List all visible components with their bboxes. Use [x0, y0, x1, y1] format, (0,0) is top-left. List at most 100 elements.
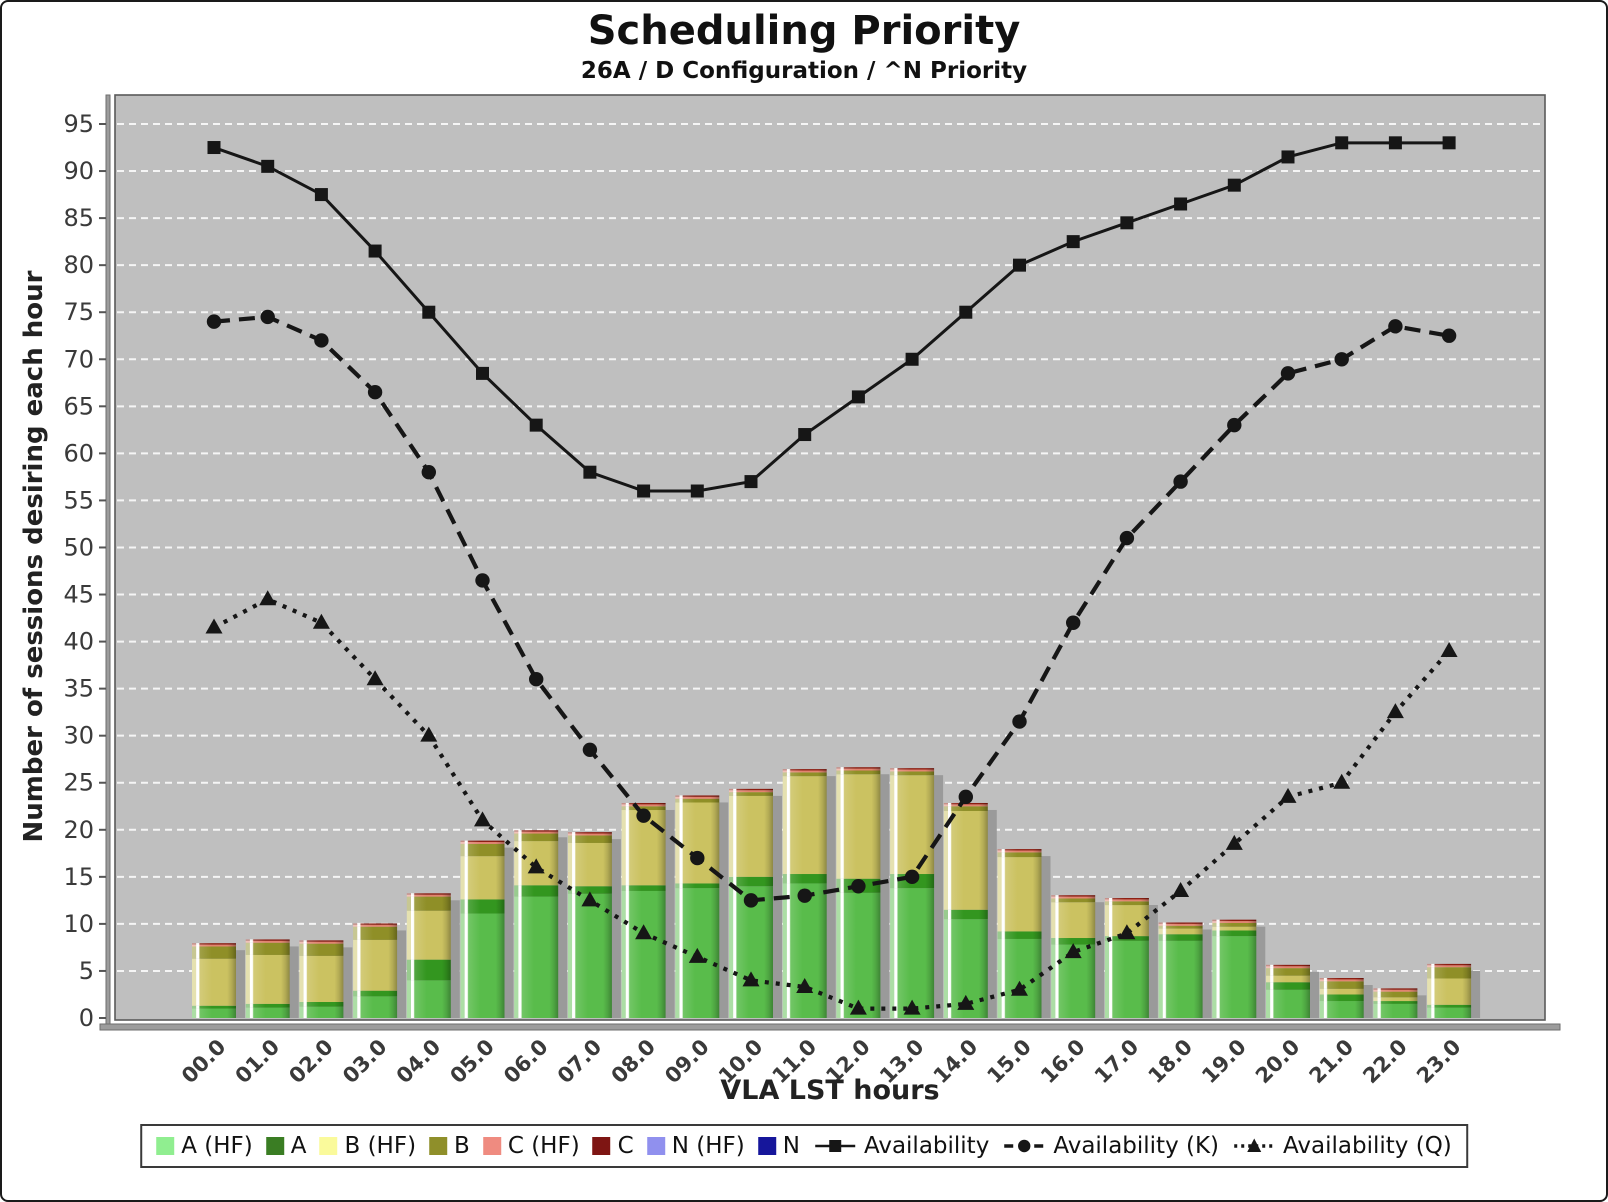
bar-segment-a	[1051, 938, 1096, 945]
bar-segment-c-hf	[1427, 965, 1472, 968]
svg-text:01.0: 01.0	[231, 1035, 285, 1089]
bar-segment-c	[1104, 898, 1149, 900]
bar-segment-a-hf	[1212, 936, 1257, 1018]
bar-segment-a-hf	[1266, 989, 1310, 1018]
bar-segment-a	[997, 931, 1042, 939]
legend-label: B (HF)	[344, 1133, 417, 1159]
bar-segment-a-hf	[1427, 1007, 1472, 1018]
svg-text:35: 35	[63, 675, 94, 703]
bar-segment-b	[514, 833, 559, 842]
legend-swatch-c-hf-icon	[482, 1137, 501, 1155]
bar-segment-a	[729, 876, 773, 887]
legend-label: C	[617, 1133, 634, 1159]
bar-segment-b-hf	[1266, 975, 1310, 983]
bar-hour-19.0	[1212, 919, 1257, 1018]
svg-text:60: 60	[63, 439, 94, 467]
bar-segment-b	[1051, 898, 1096, 903]
svg-text:70: 70	[63, 345, 94, 373]
bar-segment-b	[353, 926, 398, 940]
bar-hour-08.0	[621, 802, 666, 1018]
bar-segment-b	[675, 798, 720, 803]
svg-text:10: 10	[63, 910, 94, 938]
legend-item-availability-q: Availability (Q)	[1232, 1133, 1452, 1159]
y-axis-labels: 0 5 10 15 20 25 30 35 40 45 50 55 60 65 70 75 80 85 90 95	[63, 110, 106, 1032]
bar-segment-a-hf	[1158, 940, 1203, 1018]
svg-text:21.0: 21.0	[1305, 1035, 1359, 1089]
legend-swatch-b-icon	[429, 1137, 448, 1155]
bar-segment-c	[406, 893, 451, 895]
series-availability-k	[206, 309, 1457, 908]
bar-hour-14.0	[943, 802, 988, 1018]
bar-segment-c	[1212, 919, 1257, 922]
bar-segment-b-hf	[299, 955, 344, 1003]
legend-label: Availability (Q)	[1283, 1133, 1452, 1159]
svg-text:05.0: 05.0	[445, 1035, 499, 1089]
bar-segment-a	[1427, 1004, 1472, 1008]
legend-item-b: B	[429, 1133, 470, 1159]
bar-segment-b	[460, 843, 505, 857]
bar-hour-15.0	[997, 849, 1042, 1018]
bar-segment-a	[1158, 934, 1203, 941]
svg-text:40: 40	[63, 628, 94, 656]
bar-hour-00.0	[192, 943, 236, 1018]
bar-segment-c-hf	[890, 769, 935, 772]
svg-text:02.0: 02.0	[284, 1035, 338, 1089]
svg-text:80: 80	[63, 251, 94, 279]
bar-segment-c-hf	[567, 833, 612, 836]
svg-text:0: 0	[79, 1004, 94, 1032]
bar-segment-a-hf	[245, 1007, 290, 1018]
legend-label: C (HF)	[507, 1133, 580, 1159]
bar-segment-b	[729, 792, 773, 796]
bar-segment-c-hf	[245, 940, 290, 943]
bar-segment-a-hf	[299, 1006, 344, 1018]
bar-segment-b-hf	[1158, 928, 1203, 935]
bar-segment-c-hf	[943, 804, 988, 807]
bar-segment-a	[299, 1002, 344, 1007]
svg-text:00.0: 00.0	[177, 1035, 231, 1089]
bar-segment-c	[1373, 988, 1418, 990]
svg-text:75: 75	[63, 298, 94, 326]
bar-segment-a-hf	[782, 883, 827, 1018]
bar-segment-b	[1158, 925, 1203, 929]
bar-segment-b	[1373, 991, 1418, 998]
bar-segment-b-hf	[353, 939, 398, 991]
svg-text:15: 15	[63, 863, 94, 891]
svg-text:50: 50	[63, 533, 94, 561]
legend-label: Availability (K)	[1053, 1133, 1220, 1159]
bar-hour-10.0	[729, 788, 773, 1018]
bar-segment-c	[621, 802, 666, 805]
bar-segment-c-hf	[997, 850, 1042, 853]
svg-text:15.0: 15.0	[982, 1035, 1036, 1089]
bar-segment-a	[353, 990, 398, 997]
bar-hour-09.0	[675, 795, 720, 1018]
bar-hour-16.0	[1051, 895, 1096, 1018]
legend-item-c: C	[592, 1133, 634, 1159]
bar-segment-c-hf	[353, 924, 398, 927]
legend-item-n: N	[757, 1133, 800, 1159]
bar-segment-c	[1158, 922, 1203, 924]
bar-segment-a-hf	[460, 913, 505, 1018]
svg-text:45: 45	[63, 581, 94, 609]
bar-segment-c-hf	[836, 768, 881, 771]
bar-segment-c	[675, 795, 720, 797]
bar-hour-12.0	[836, 767, 881, 1018]
bar-segment-c	[567, 832, 612, 834]
bar-segment-b	[406, 896, 451, 911]
bar-segment-b-hf	[943, 810, 988, 910]
bar-segment-b	[1104, 901, 1149, 906]
bar-segment-b-hf	[192, 958, 236, 1006]
bar-hour-17.0	[1104, 898, 1149, 1018]
legend-swatch-a-hf-icon	[156, 1137, 175, 1155]
bar-segment-c	[1319, 978, 1364, 980]
y-axis-title: Number of sessions desiring each hour	[19, 270, 49, 842]
bar-hour-01.0	[245, 939, 290, 1018]
bar-segment-c	[299, 940, 344, 942]
bar-segment-a-hf	[621, 890, 666, 1018]
bar-segment-a-hf	[1373, 1003, 1418, 1018]
bar-segment-c-hf	[621, 804, 666, 807]
legend-swatch-n-icon	[757, 1137, 776, 1155]
bar-segment-a	[514, 885, 559, 897]
bar-segment-a	[567, 886, 612, 894]
bar-hour-07.0	[567, 832, 612, 1018]
